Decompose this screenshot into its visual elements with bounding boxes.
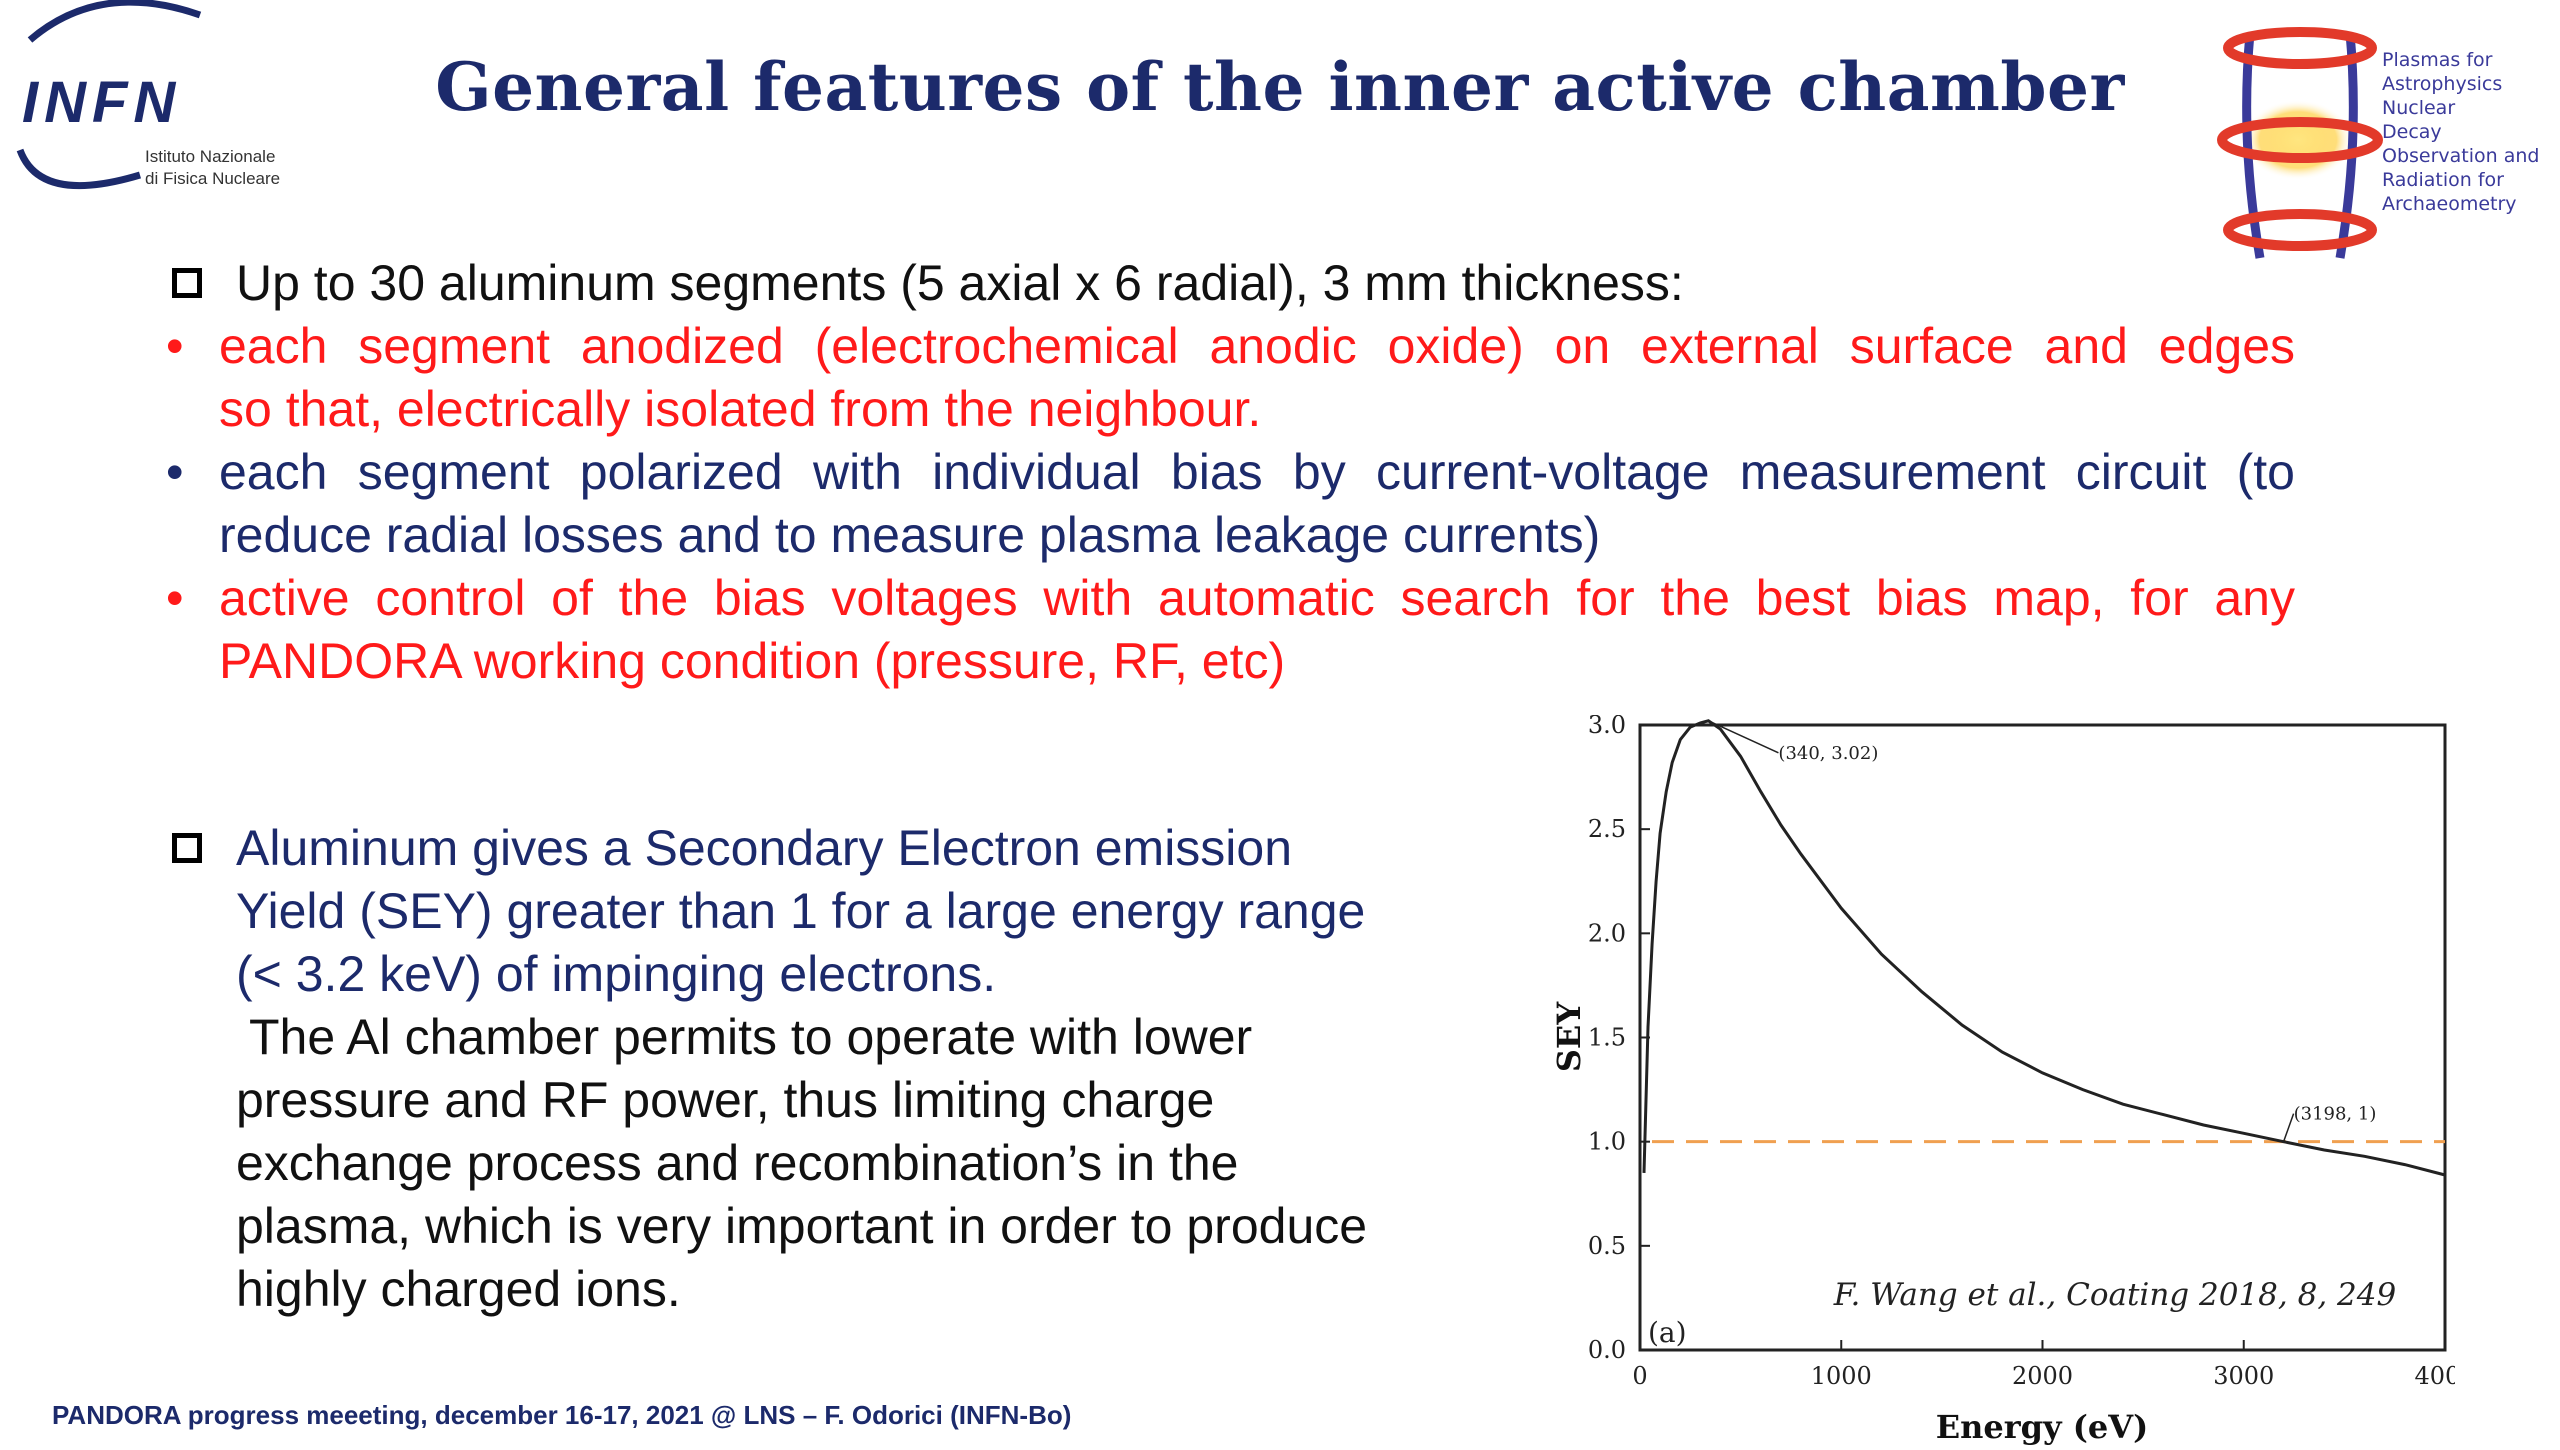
bullet2-line1: each segment polarized with individual b…: [219, 444, 2295, 500]
section2-line: exchange process and recombination’s in …: [236, 1135, 1239, 1191]
x-tick-label: 3000: [2213, 1362, 2274, 1390]
pandora-logo-line: Plasmas for: [2382, 49, 2493, 71]
section2-line: plasma, which is very important in order…: [236, 1198, 1368, 1254]
y-tick-label: 2.5: [1588, 815, 1626, 843]
y-tick-label: 1.5: [1588, 1024, 1626, 1052]
bullet1-line2: so that, electrically isolated from the …: [219, 381, 1262, 437]
section2-line: highly charged ions.: [236, 1261, 681, 1317]
bullet-icon: •: [166, 444, 184, 500]
bullet3-line1: active control of the bias voltages with…: [219, 570, 2295, 626]
citation-text: F. Wang et al., Coating 2018, 8, 249: [1833, 1277, 2396, 1313]
pandora-logo-line: Astrophysics: [2382, 73, 2502, 95]
pandora-logo-line: Observation and: [2382, 145, 2539, 167]
annotation-arrow: [1708, 720, 1779, 754]
pandora-logo: Plasmas for Astrophysics Nuclear Decay O…: [2217, 27, 2539, 259]
bullet1-line1: each segment anodized (electrochemical a…: [219, 318, 2295, 374]
plot-frame: [1638, 723, 2447, 1352]
y-axis-label: SEY: [1550, 1001, 1588, 1073]
x-tick-label: 0: [1632, 1362, 1647, 1390]
checkbox-bullet-icon: [172, 268, 202, 298]
page-title: General features of the inner active cha…: [435, 48, 2125, 126]
bullet2-line2: reduce radial losses and to measure plas…: [219, 507, 1601, 563]
section2-line: The Al chamber permits to operate with l…: [236, 1009, 1253, 1065]
bullet-icon: •: [166, 570, 184, 626]
y-tick-label: 0.5: [1588, 1232, 1626, 1260]
pandora-logo-line: Radiation for: [2382, 169, 2504, 191]
section2-line: pressure and RF power, thus limiting cha…: [236, 1072, 1215, 1128]
sey-series-line: [1642, 719, 2446, 1177]
infn-subtitle-2: di Fisica Nucleare: [145, 169, 280, 188]
annotation-label: (3198, 1): [2294, 1104, 2377, 1125]
section1-heading: Up to 30 aluminum segments (5 axial x 6 …: [236, 255, 1684, 311]
annotation-arrow: [2282, 1113, 2295, 1142]
x-axis-label: Energy (eV): [1936, 1408, 2148, 1446]
y-tick-label: 0.0: [1588, 1336, 1626, 1364]
section2-line: (< 3.2 keV) of impinging electrons.: [236, 946, 997, 1002]
bullet3-line2: PANDORA working condition (pressure, RF,…: [219, 633, 1286, 689]
section2-line: Aluminum gives a Secondary Electron emis…: [236, 820, 1293, 876]
pandora-logo-line: Nuclear: [2382, 97, 2455, 119]
infn-subtitle-1: Istituto Nazionale: [145, 147, 275, 166]
panel-label: (a): [1648, 1316, 1687, 1349]
annotation-label: (340, 3.02): [1778, 743, 1878, 764]
pandora-logo-line: Archaeometry: [2382, 193, 2517, 215]
footer: PANDORA progress meeeting, december 16-1…: [52, 1400, 1072, 1430]
y-tick-label: 3.0: [1588, 715, 1626, 739]
infn-logo: INFN Istituto Nazionale di Fisica Nuclea…: [16, 0, 280, 190]
x-tick-label: 1000: [1811, 1362, 1872, 1390]
bullet-icon: •: [166, 318, 184, 374]
infn-logo-text: INFN: [22, 70, 181, 135]
checkbox-bullet-icon: [172, 833, 202, 863]
section2-line: Yield (SEY) greater than 1 for a large e…: [236, 883, 1366, 939]
pandora-logo-line: Decay: [2382, 121, 2442, 143]
x-tick-label: 2000: [2012, 1362, 2073, 1390]
y-tick-label: 1.0: [1588, 1128, 1626, 1156]
y-tick-label: 2.0: [1588, 919, 1626, 947]
